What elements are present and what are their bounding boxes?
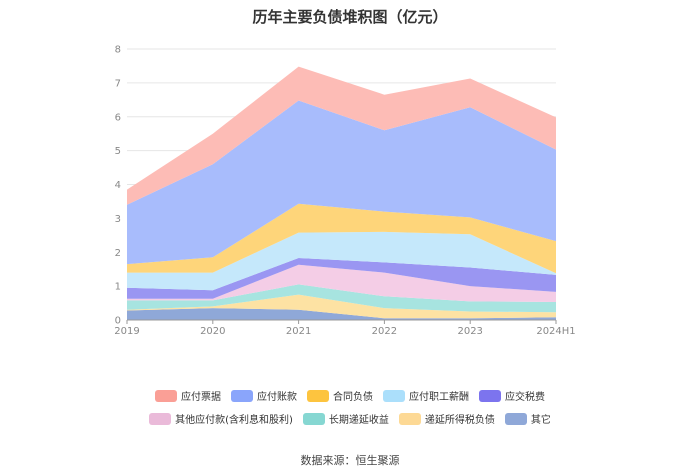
area-其他应付款(含利息和股利) [127, 264, 556, 302]
legend-swatch [155, 389, 177, 402]
y-tick-label: 7 [115, 78, 121, 89]
y-tick-label: 8 [115, 45, 121, 56]
legend-swatch [307, 389, 329, 402]
legend-label: 应付职工薪酬 [409, 392, 469, 403]
y-tick-label: 1 [115, 282, 121, 293]
legend-swatch [231, 389, 253, 402]
legend-swatch [504, 412, 527, 425]
legend-label: 其他应付款(含利息和股利) [175, 415, 293, 426]
legend-swatch [479, 389, 501, 402]
legend: 应付票据 应付账款 合同负债 应付职工薪酬 应交税费 其他应付款(含利息和股利)… [120, 388, 580, 434]
x-tick-label: 2023 [457, 326, 482, 337]
y-tick-label: 0 [115, 316, 121, 327]
stacked-area-chart: 0 1 2 3 4 5 6 7 8 2019 2020 2021 2022 2023 2024H1 [114, 45, 576, 338]
legend-label: 合同负债 [333, 392, 373, 403]
legend-item[interactable]: 其他应付款(含利息和股利) [149, 411, 293, 426]
legend-swatch [383, 389, 405, 402]
area-合同负债 [127, 203, 556, 274]
x-tick-label: 2021 [286, 326, 311, 337]
area-递延所得税负债 [127, 294, 556, 319]
y-tick-label: 3 [115, 214, 121, 225]
legend-item[interactable]: 其它 [504, 411, 551, 426]
legend-label: 其它 [530, 415, 551, 426]
legend-label: 递延所得税负债 [424, 415, 495, 426]
x-tick-label: 2022 [372, 326, 397, 337]
x-tick-label: 2019 [114, 326, 139, 337]
area-应付职工薪酬 [127, 231, 556, 291]
area-应付票据 [127, 66, 556, 205]
legend-item[interactable]: 应交税费 [479, 388, 545, 403]
legend-row-1: 应付票据 应付账款 合同负债 应付职工薪酬 应交税费 [120, 388, 580, 403]
data-source: 数据来源：恒生聚源 [300, 454, 400, 467]
legend-item[interactable]: 递延所得税负债 [398, 411, 495, 426]
area-series [127, 66, 556, 320]
chart-title: 历年主要负债堆积图（亿元） [252, 8, 448, 26]
x-tick-label: 2020 [200, 326, 225, 337]
legend-label: 应付账款 [257, 392, 297, 403]
legend-label: 应交税费 [505, 392, 545, 403]
x-axis: 2019 2020 2021 2022 2023 2024H1 [114, 319, 576, 337]
legend-swatch [398, 412, 421, 425]
area-应付账款 [127, 100, 556, 265]
y-tick-label: 6 [115, 112, 121, 123]
area-应交税费 [127, 258, 556, 299]
legend-label: 应付票据 [181, 392, 221, 403]
y-tick-label: 2 [115, 248, 121, 259]
legend-item[interactable]: 应付票据 [155, 388, 221, 403]
y-tick-label: 5 [115, 146, 121, 157]
legend-item[interactable]: 应付账款 [231, 388, 297, 403]
y-axis: 0 1 2 3 4 5 6 7 8 [115, 45, 121, 327]
area-长期递延收益 [127, 284, 556, 313]
legend-row-2: 其他应付款(含利息和股利) 长期递延收益 递延所得税负债 其它 [120, 411, 580, 426]
legend-item[interactable]: 应付职工薪酬 [383, 388, 469, 403]
x-tick-label: 2024H1 [536, 326, 575, 337]
legend-item[interactable]: 长期递延收益 [302, 411, 389, 426]
legend-swatch [149, 412, 172, 425]
y-tick-label: 4 [115, 180, 121, 191]
legend-swatch [302, 412, 325, 425]
legend-item[interactable]: 合同负债 [307, 388, 373, 403]
legend-label: 长期递延收益 [328, 415, 389, 426]
